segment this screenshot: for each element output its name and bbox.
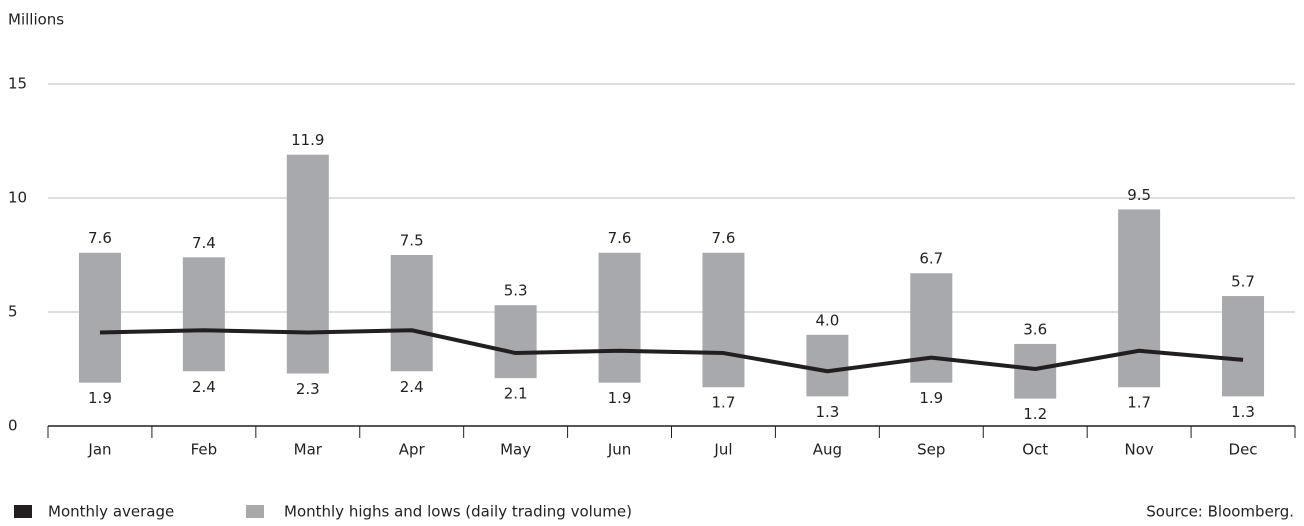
- low-label: 1.7: [712, 394, 736, 412]
- range-bar: [806, 334, 849, 397]
- x-tick-label: May: [500, 441, 531, 459]
- low-label: 1.3: [815, 403, 839, 421]
- high-label: 7.6: [88, 229, 112, 247]
- low-label: 1.9: [88, 389, 112, 407]
- low-label: 1.3: [1231, 403, 1255, 421]
- x-tick-label: Dec: [1229, 441, 1258, 459]
- range-bar: [1222, 296, 1265, 397]
- range-bar: [78, 252, 121, 383]
- low-label: 1.9: [608, 389, 632, 407]
- low-label: 2.4: [400, 378, 424, 396]
- range-bar: [598, 252, 641, 383]
- x-tick-label: Jul: [713, 441, 732, 459]
- x-tick-label: Aug: [813, 441, 842, 459]
- range-bar: [286, 154, 329, 374]
- average-line: [99, 328, 1244, 374]
- legend-label: Monthly average: [48, 503, 174, 521]
- low-label: 1.2: [1023, 405, 1047, 423]
- high-label: 7.6: [608, 229, 632, 247]
- legend-swatch: [14, 505, 32, 518]
- legend-swatch: [246, 505, 264, 518]
- y-tick-label: 5: [8, 303, 18, 321]
- x-tick-label: Mar: [294, 441, 323, 459]
- y-tick-label: 15: [8, 75, 27, 93]
- range-bar: [1118, 209, 1161, 388]
- source: Source: Bloomberg.: [1146, 503, 1294, 521]
- x-tick-label: Jan: [87, 441, 111, 459]
- high-label: 4.0: [815, 311, 839, 329]
- high-label: 5.3: [504, 282, 528, 300]
- range-bar: [390, 255, 433, 372]
- high-label: 9.5: [1127, 186, 1151, 204]
- high-label: 5.7: [1231, 273, 1255, 291]
- low-label: 1.9: [919, 389, 943, 407]
- x-tick-label: Apr: [399, 441, 426, 459]
- range-bar: [494, 305, 537, 379]
- high-label: 7.6: [712, 229, 736, 247]
- x-tick-label: Jun: [607, 441, 631, 459]
- y-axis-label: Millions: [8, 11, 64, 29]
- x-tick-label: Oct: [1022, 441, 1048, 459]
- x-tick-label: Feb: [191, 441, 218, 459]
- legend-label: Monthly highs and lows (daily trading vo…: [284, 503, 632, 521]
- high-label: 3.6: [1023, 320, 1047, 338]
- low-label: 2.3: [296, 380, 320, 398]
- range-bar: [702, 252, 745, 388]
- x-tick-label: Nov: [1124, 441, 1153, 459]
- high-label: 7.4: [192, 234, 216, 252]
- range-bar: [910, 273, 953, 383]
- x-tick-label: Sep: [917, 441, 945, 459]
- y-tick-label: 0: [8, 417, 18, 435]
- low-label: 2.1: [504, 385, 528, 403]
- high-label: 7.5: [400, 232, 424, 250]
- low-label: 2.4: [192, 378, 216, 396]
- high-label: 6.7: [919, 250, 943, 268]
- y-tick-label: 10: [8, 189, 27, 207]
- range-bar: [182, 257, 225, 372]
- range-bar: [1014, 343, 1057, 399]
- high-label: 11.9: [291, 131, 324, 149]
- low-label: 1.7: [1127, 394, 1151, 412]
